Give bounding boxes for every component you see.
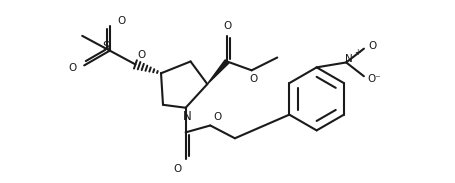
Text: N: N bbox=[183, 110, 192, 123]
Text: S: S bbox=[102, 40, 109, 53]
Text: O: O bbox=[212, 112, 221, 122]
Text: N: N bbox=[344, 55, 352, 64]
Text: O: O bbox=[117, 16, 126, 26]
Text: O: O bbox=[223, 21, 232, 31]
Text: +: + bbox=[353, 48, 359, 57]
Text: O: O bbox=[137, 50, 145, 60]
Text: O: O bbox=[249, 74, 257, 84]
Text: O⁻: O⁻ bbox=[367, 74, 381, 84]
Polygon shape bbox=[207, 60, 228, 84]
Text: O: O bbox=[368, 41, 376, 51]
Text: O: O bbox=[68, 63, 76, 73]
Text: O: O bbox=[173, 164, 182, 174]
